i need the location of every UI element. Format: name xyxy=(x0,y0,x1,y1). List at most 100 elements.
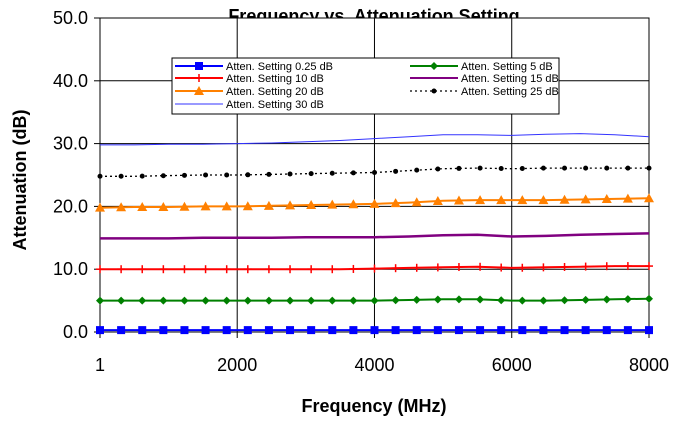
data-point xyxy=(433,263,442,272)
data-point xyxy=(391,296,400,305)
x-tick-label: 1 xyxy=(95,355,105,375)
data-point xyxy=(645,326,653,335)
data-point xyxy=(497,326,506,335)
data-point xyxy=(581,295,590,304)
data-point xyxy=(328,265,337,274)
data-point xyxy=(117,265,126,274)
data-point xyxy=(646,165,652,171)
data-point xyxy=(243,326,252,335)
data-point xyxy=(393,168,399,174)
legend-entry-2: Atten. Setting 10 dB xyxy=(175,73,324,85)
data-point xyxy=(245,172,251,178)
data-point xyxy=(307,265,316,274)
y-tick-label: 30.0 xyxy=(53,134,88,154)
data-point xyxy=(432,196,443,206)
data-point xyxy=(625,165,631,171)
data-point xyxy=(476,326,485,335)
data-point xyxy=(539,263,548,272)
data-point xyxy=(328,296,337,305)
data-point xyxy=(412,295,421,304)
data-point xyxy=(412,263,421,272)
data-point xyxy=(497,263,506,272)
data-point xyxy=(518,263,527,272)
data-point xyxy=(435,166,441,172)
series-line xyxy=(100,232,650,240)
data-point xyxy=(414,167,420,173)
series-2 xyxy=(96,262,653,274)
legend-label: Atten. Setting 15 dB xyxy=(461,73,559,85)
data-point xyxy=(181,172,187,178)
data-point xyxy=(264,265,273,274)
legend-marker xyxy=(195,74,203,82)
legend-entry-3: Atten. Setting 15 dB xyxy=(410,73,559,85)
data-point xyxy=(623,295,632,304)
data-point xyxy=(391,264,400,273)
series-3 xyxy=(100,232,650,240)
y-tick-label: 20.0 xyxy=(53,196,88,216)
data-point xyxy=(454,326,463,335)
legend-marker xyxy=(430,62,438,70)
data-point xyxy=(201,296,210,305)
legend-entry-6: Atten. Setting 30 dB xyxy=(175,99,324,111)
data-point xyxy=(222,296,231,305)
data-point xyxy=(327,199,338,209)
data-point xyxy=(454,263,463,272)
data-point xyxy=(560,326,569,335)
data-point xyxy=(243,265,252,274)
x-tick-label: 2000 xyxy=(217,355,257,375)
data-point xyxy=(137,202,148,212)
data-point xyxy=(180,296,189,305)
series-0 xyxy=(96,326,653,335)
data-point xyxy=(349,264,358,273)
legend-entry-5: Atten. Setting 25 dB xyxy=(410,86,559,98)
y-axis-label: Attenuation (dB) xyxy=(10,110,30,251)
series-6 xyxy=(100,133,650,146)
legend-entry-4: Atten. Setting 20 dB xyxy=(175,86,324,98)
series-1 xyxy=(96,294,653,305)
data-point xyxy=(286,296,295,305)
data-point xyxy=(349,326,358,335)
data-point xyxy=(539,296,548,305)
legend-label: Atten. Setting 10 dB xyxy=(226,73,324,85)
data-point xyxy=(475,195,486,205)
data-point xyxy=(159,296,168,305)
legend-marker xyxy=(195,62,203,70)
data-point xyxy=(117,296,126,305)
legend-label: Atten. Setting 20 dB xyxy=(226,86,324,98)
data-point xyxy=(623,326,632,335)
data-point xyxy=(496,195,507,205)
data-point xyxy=(476,262,485,271)
data-point xyxy=(518,326,527,335)
data-point xyxy=(180,326,189,335)
data-point xyxy=(264,326,273,335)
data-point xyxy=(580,194,591,204)
data-point xyxy=(372,169,377,175)
data-point xyxy=(369,198,380,208)
data-point xyxy=(329,170,335,176)
data-point xyxy=(203,172,209,178)
legend: Atten. Setting 0.25 dB Atten. Setting 5 d… xyxy=(171,57,560,115)
data-point xyxy=(518,296,527,305)
data-point xyxy=(391,326,400,335)
data-point xyxy=(287,171,293,177)
data-point xyxy=(285,200,296,210)
data-point xyxy=(286,265,295,274)
data-point xyxy=(602,295,611,304)
series-layer xyxy=(95,133,654,335)
data-point xyxy=(222,326,231,335)
data-point xyxy=(97,173,103,179)
data-point xyxy=(412,326,421,335)
data-point xyxy=(433,295,442,304)
data-point xyxy=(221,201,232,211)
data-point xyxy=(538,195,549,205)
data-point xyxy=(390,198,401,208)
data-point xyxy=(456,165,462,171)
data-point xyxy=(117,326,126,335)
data-point xyxy=(604,165,610,171)
x-tick-label: 4000 xyxy=(354,355,394,375)
data-point xyxy=(581,326,590,335)
data-point xyxy=(266,171,272,177)
data-point xyxy=(477,165,483,171)
data-point xyxy=(581,262,590,271)
legend-label: Atten. Setting 30 dB xyxy=(226,99,324,111)
